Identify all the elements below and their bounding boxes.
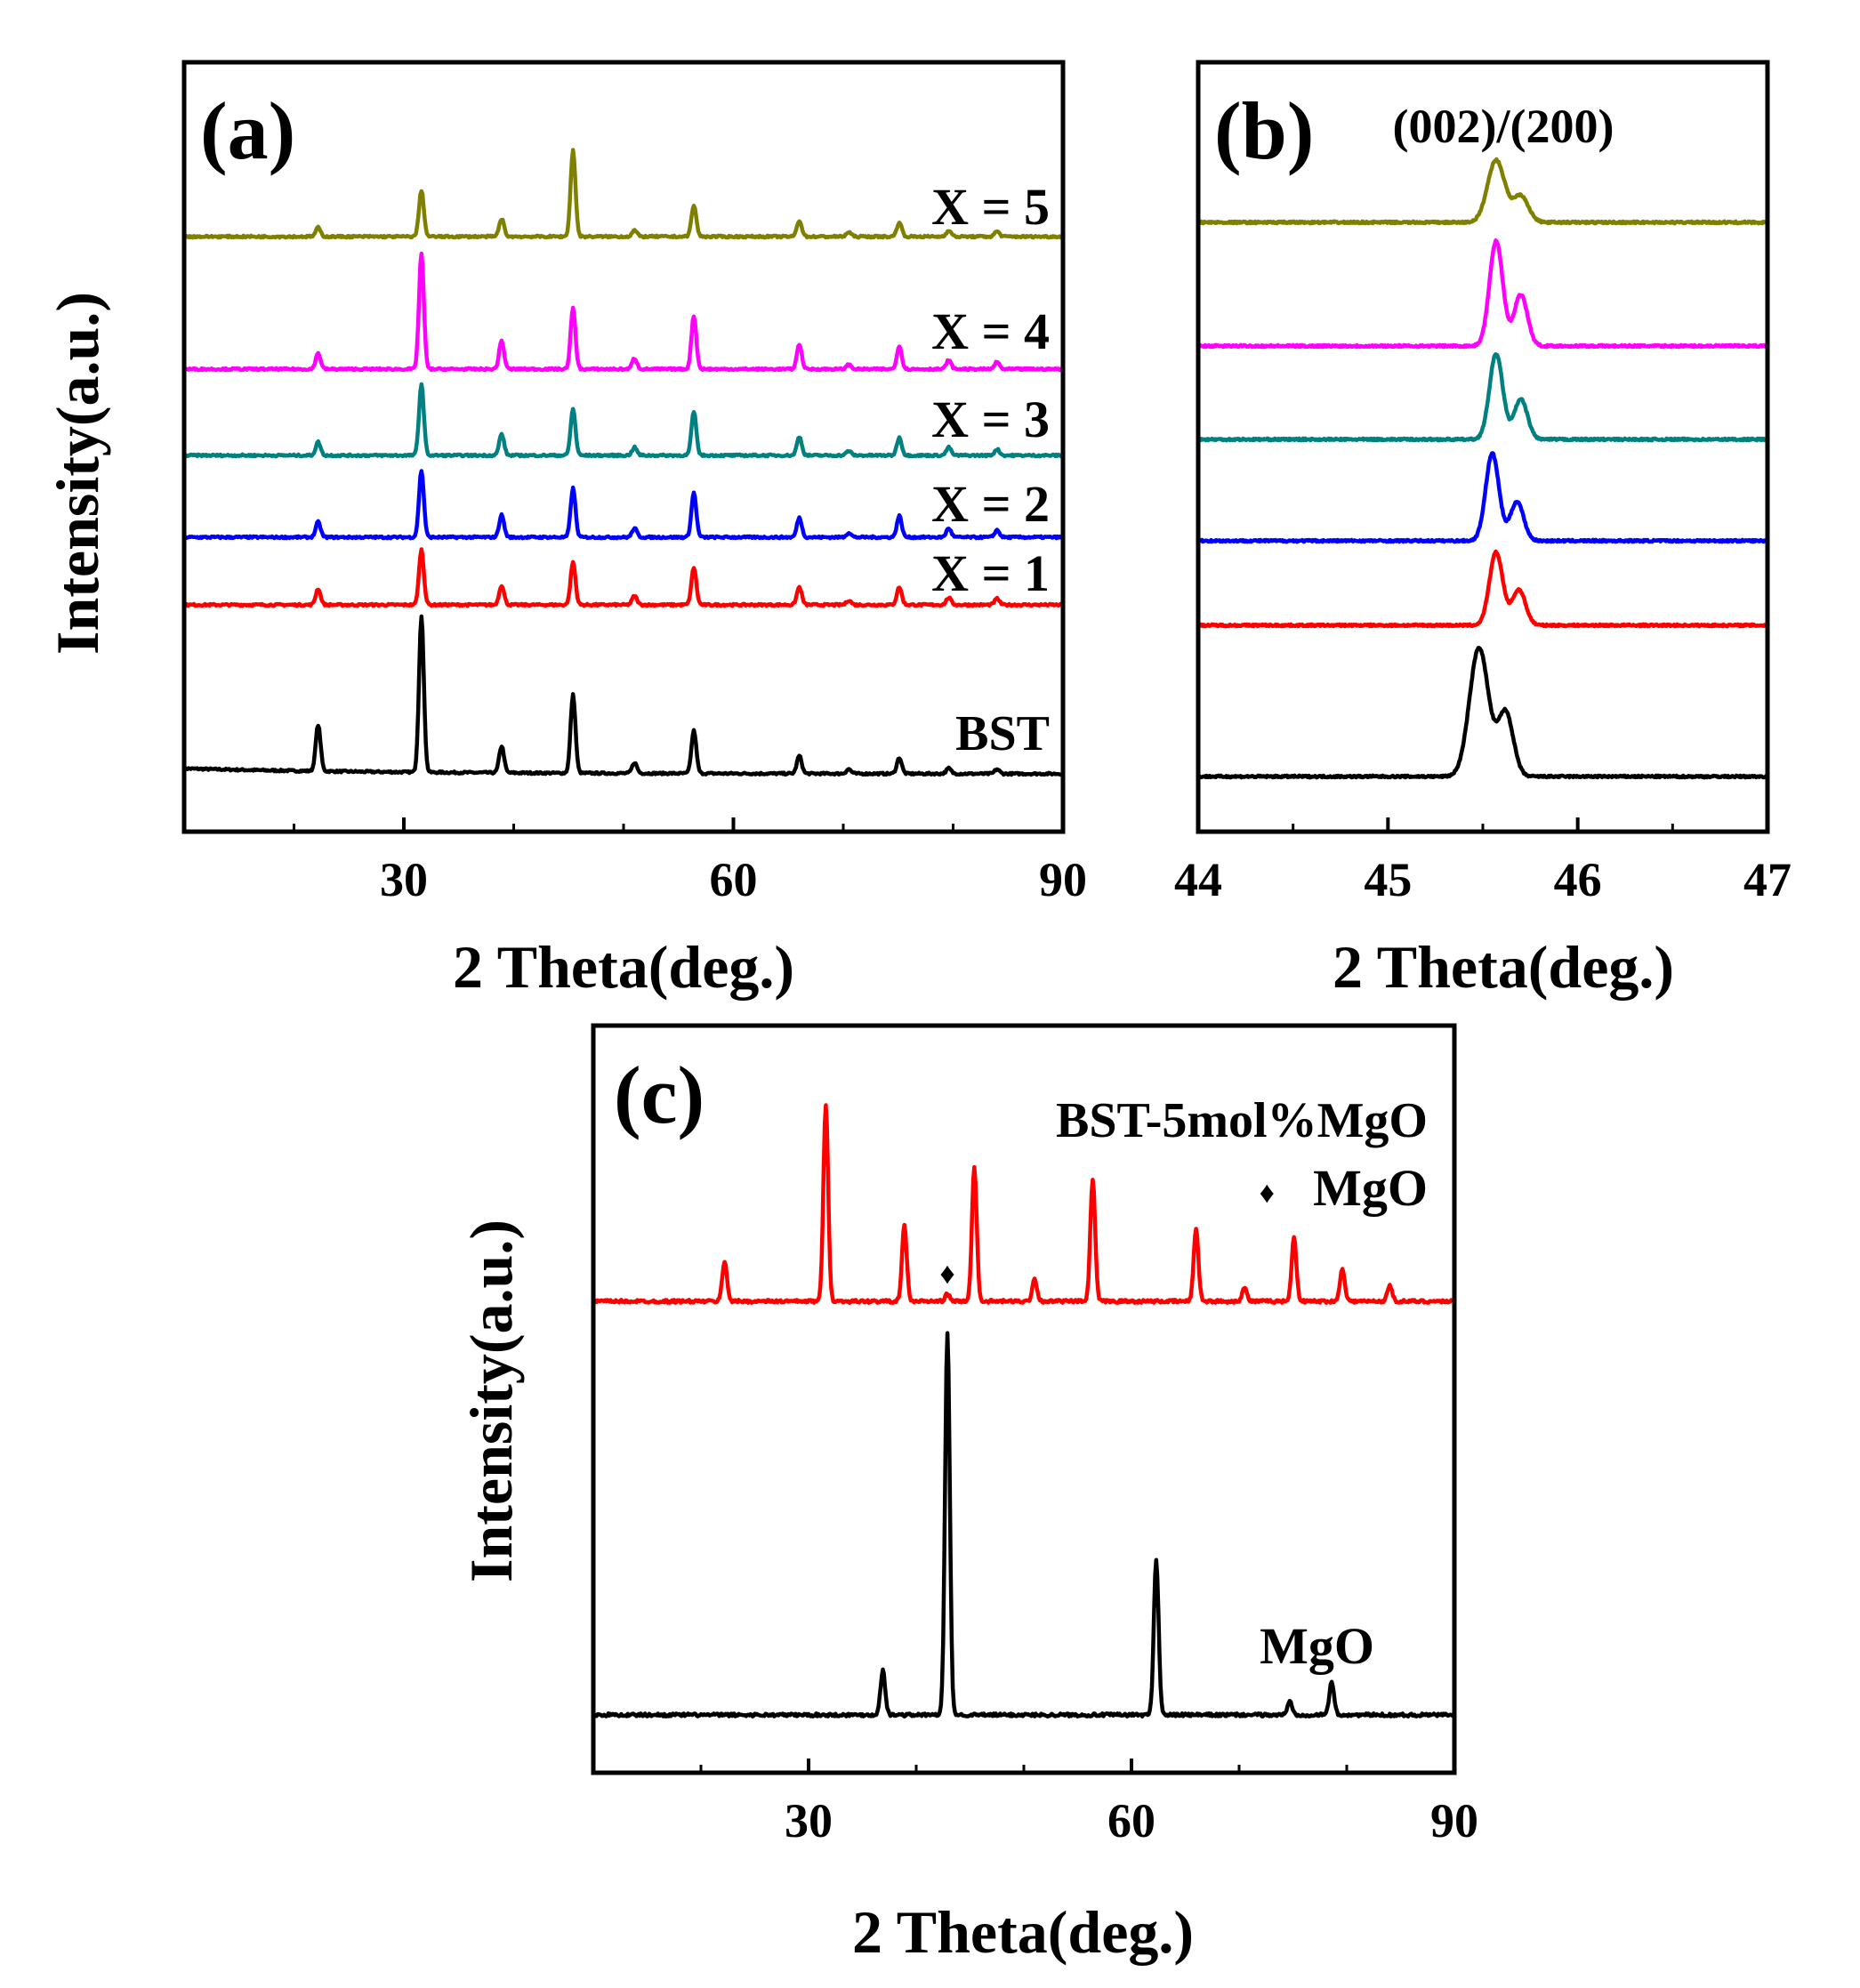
x-tick-label: 90	[1430, 1794, 1478, 1847]
panel-c-ylabel: Intensity(a.u.)	[457, 1219, 525, 1582]
panel-a: 30 60 90 (a) BST X = 1 X = 2 X = 3 X = 4 X…	[44, 60, 1087, 1001]
panel-b-frame	[1196, 60, 1770, 834]
panel-a-label-bst: BST	[955, 706, 1050, 761]
a-series-x-1	[182, 547, 1065, 608]
panel-a-label-x2: X = 2	[931, 475, 1050, 533]
x-tick-label: 44	[1174, 853, 1222, 906]
a-series-bst	[182, 614, 1065, 777]
panel-c-label-mgo: MgO	[1260, 1617, 1374, 1675]
panel-a-label-x1: X = 1	[931, 544, 1050, 602]
panel-c-xlabel: 2 Theta(deg.)	[852, 1898, 1194, 1966]
c-series-bst-5mol-mgo	[592, 1103, 1456, 1305]
b-series-x-5	[1196, 157, 1769, 226]
panel-b-label: (b)	[1214, 85, 1314, 176]
b-series-x-2	[1196, 451, 1769, 544]
b-series-x-3	[1196, 352, 1769, 443]
panel-c-legend-marker: ♦	[1260, 1177, 1275, 1210]
c-series-mgo	[592, 1331, 1456, 1718]
b-series-bst	[1196, 646, 1769, 780]
x-tick-label: 45	[1364, 853, 1412, 906]
panel-a-series	[182, 148, 1065, 777]
panel-c: ♦ 30 60 90 (c) BST-5mol%MgO ♦ MgO MgO 2 Th…	[457, 1023, 1478, 1966]
panel-a-label-x5: X = 5	[931, 178, 1050, 236]
a-series-x-3	[182, 382, 1065, 459]
x-tick-label: 47	[1743, 853, 1792, 906]
panel-b-peak-annotation: (002)/(200)	[1393, 100, 1614, 153]
panel-a-label-x3: X = 3	[931, 390, 1050, 448]
b-series-x-4	[1196, 238, 1769, 350]
panel-a-label: (a)	[200, 85, 295, 176]
panel-b-series	[1196, 157, 1769, 780]
panel-a-ticks: 30 60 90	[182, 817, 1087, 906]
a-series-x-2	[182, 469, 1065, 541]
panel-a-xlabel: 2 Theta(deg.)	[453, 933, 794, 1001]
x-tick-label: 46	[1554, 853, 1602, 906]
x-tick-label: 60	[710, 853, 758, 906]
a-series-x-5	[182, 148, 1065, 240]
mgo-peak-marker: ♦	[939, 1258, 954, 1291]
x-tick-label: 60	[1107, 1794, 1155, 1847]
panel-a-ylabel: Intensity(a.u.)	[44, 292, 111, 655]
x-tick-label: 30	[785, 1794, 833, 1847]
panel-b: 44 45 46 47 (b) (002)/(200) 2 Theta(deg.)	[1174, 60, 1792, 1001]
panel-c-label-bst-mgo: BST-5mol%MgO	[1056, 1093, 1428, 1148]
panel-a-label-x4: X = 4	[931, 302, 1050, 360]
x-tick-label: 30	[380, 853, 428, 906]
a-series-x-4	[182, 251, 1065, 373]
panel-c-legend-label: MgO	[1313, 1159, 1428, 1217]
panel-c-series: ♦	[592, 1103, 1456, 1718]
x-tick-label: 90	[1039, 853, 1087, 906]
b-series-x-1	[1196, 549, 1769, 629]
panel-b-xlabel: 2 Theta(deg.)	[1333, 933, 1674, 1001]
panel-b-ticks: 44 45 46 47	[1174, 817, 1792, 906]
panel-c-ticks: 30 60 90	[592, 1759, 1478, 1847]
panel-c-label: (c)	[614, 1050, 705, 1140]
